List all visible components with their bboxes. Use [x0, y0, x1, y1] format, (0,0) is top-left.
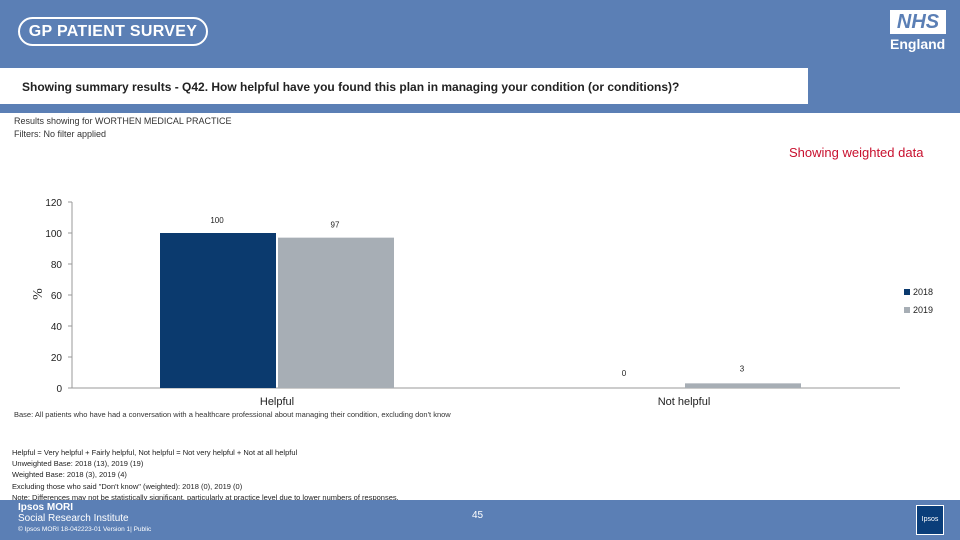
data-label: 0 — [622, 369, 627, 378]
significance-note: Note: Differences may not be statistical… — [12, 492, 399, 502]
y-tick-label: 0 — [56, 384, 62, 395]
excluding-note: Excluding those who said "Don't know" (w… — [12, 481, 243, 491]
legend-swatch-2019 — [904, 307, 910, 313]
legend-label-2018: 2018 — [913, 287, 933, 297]
x-tick-label: Helpful — [260, 396, 294, 408]
data-label: 100 — [210, 216, 224, 225]
x-tick-label: Not helpful — [658, 396, 711, 408]
bar-2019-not-helpful — [685, 383, 801, 388]
nhs-logo: NHS — [890, 10, 946, 34]
weighted-base-note: Weighted Base: 2018 (3), 2019 (4) — [12, 470, 127, 480]
base-note: Base: All patients who have had a conver… — [14, 410, 451, 419]
copyright-text: © Ipsos MORI 18-042223-01 Version 1| Pub… — [18, 526, 152, 533]
y-tick-label: 40 — [51, 322, 63, 333]
unweighted-base-note: Unweighted Base: 2018 (13), 2019 (19) — [12, 459, 144, 469]
data-label: 97 — [331, 221, 340, 230]
y-axis-label: % — [31, 288, 46, 300]
results-for-text: Results showing for WORTHEN MEDICAL PRAC… — [14, 116, 232, 126]
bar-2018-helpful — [160, 233, 276, 388]
y-tick-label: 20 — [51, 353, 63, 364]
filters-text: Filters: No filter applied — [14, 129, 107, 139]
ipsos-logo: Ipsos — [916, 505, 944, 535]
legend-label-2019: 2019 — [913, 305, 933, 315]
weighted-data-label: Showing weighted data — [789, 145, 924, 160]
gp-patient-survey-logo: GP PATIENT SURVEY — [18, 17, 208, 46]
legend-swatch-2018 — [904, 289, 910, 295]
y-tick-label: 80 — [51, 260, 63, 271]
ipsos-mori-brand: Ipsos MORI Social Research Institute — [18, 502, 129, 524]
question-banner — [0, 68, 808, 104]
data-label: 3 — [740, 364, 745, 373]
footer-bar — [0, 500, 960, 540]
bar-chart: 120 100 80 60 40 20 0% 100 97 Helpful 0 3 Not helpf… — [31, 198, 933, 408]
y-tick-label: 120 — [45, 198, 62, 209]
definition-note: Helpful = Very helpful + Fairly helpful,… — [12, 448, 298, 457]
y-tick-label: 100 — [45, 229, 62, 240]
page-number: 45 — [472, 510, 484, 521]
chart-notes: Helpful = Very helpful + Fairly helpful,… — [12, 447, 399, 503]
question-title: Showing summary results - Q42. How helpf… — [22, 80, 680, 94]
bar-2019-helpful — [278, 237, 394, 388]
nhs-england-label: England — [890, 36, 946, 52]
y-tick-label: 60 — [51, 291, 63, 302]
